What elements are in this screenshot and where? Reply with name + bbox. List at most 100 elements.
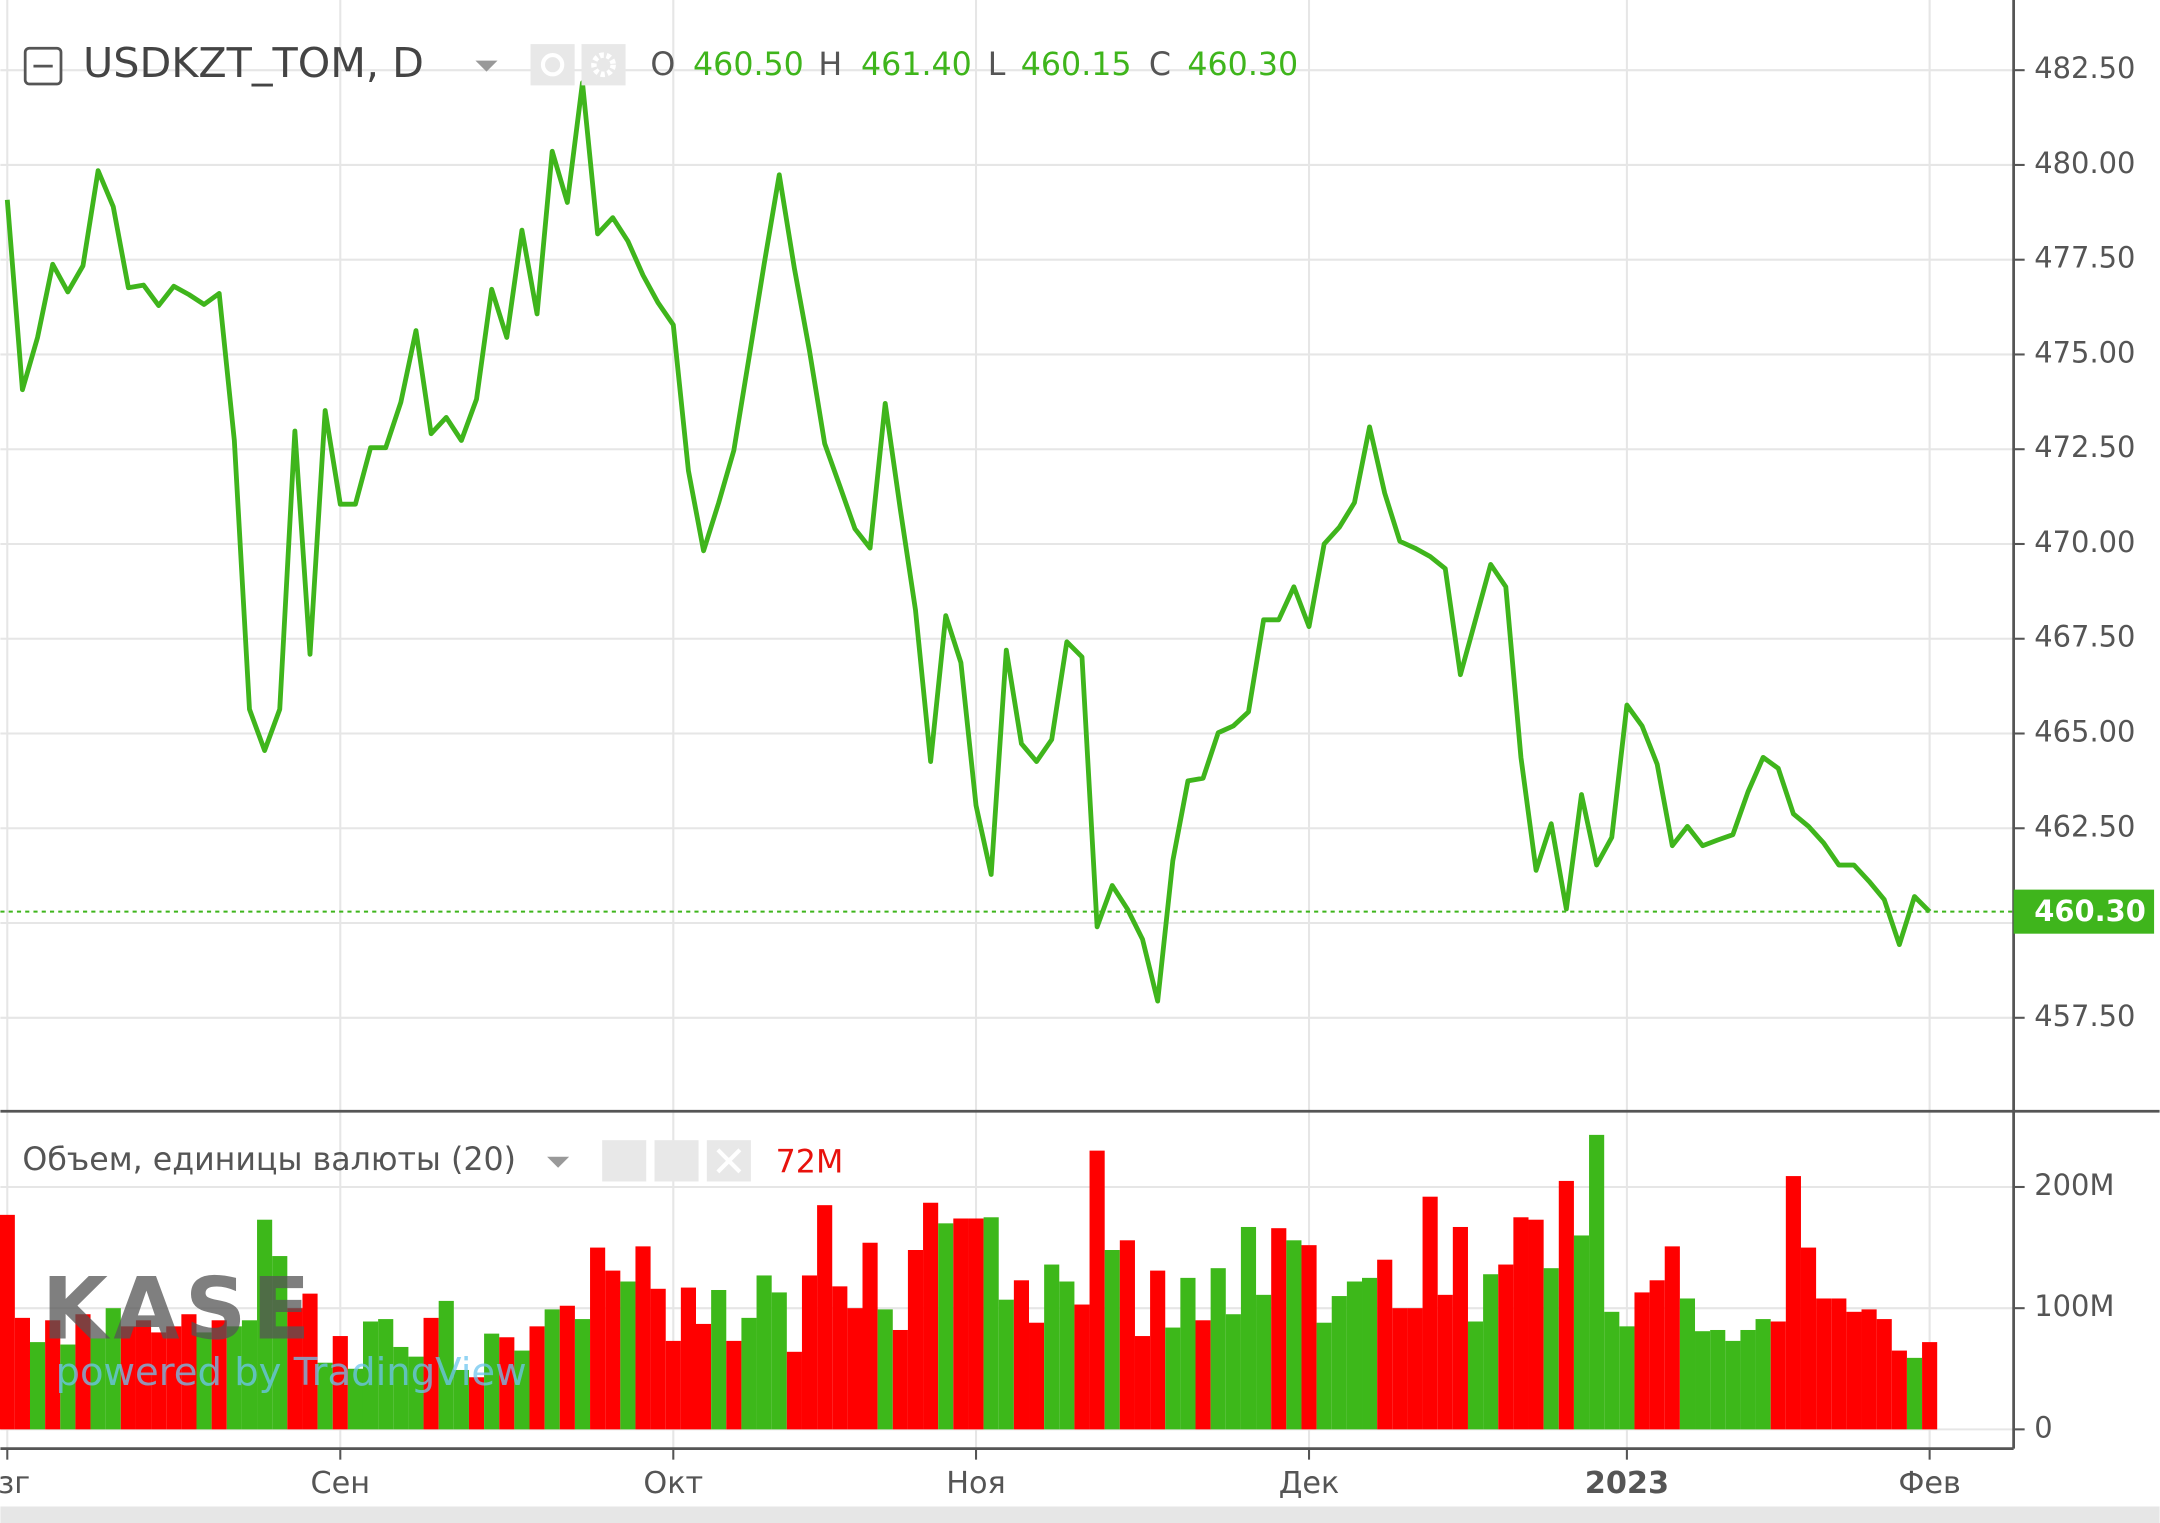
ohlc: O 460.50 H 461.40 L 460.15 C 460.30: [650, 47, 1298, 83]
volume-bar: [1301, 1245, 1317, 1430]
volume-bar: [620, 1281, 636, 1430]
volume-bar: [196, 1332, 212, 1430]
last-price-tag: [2013, 889, 2155, 934]
volume-bar: [257, 1219, 273, 1430]
eye-icon[interactable]: [602, 1140, 647, 1182]
volume-bar: [862, 1242, 878, 1430]
volume-bar: [332, 1336, 348, 1430]
volume-bar: [362, 1321, 379, 1430]
volume-bar: [817, 1205, 833, 1430]
volume-bar: [1286, 1240, 1302, 1430]
y-tick-label: 475.00: [2034, 335, 2135, 369]
volume-bar: [574, 1319, 591, 1430]
volume-bar: [1498, 1264, 1514, 1430]
volume-bar: [514, 1350, 530, 1430]
volume-bar: [756, 1275, 772, 1430]
y-tick-label: 472.50: [2034, 430, 2135, 464]
volume-bar: [1225, 1314, 1241, 1430]
volume-bar: [1029, 1322, 1045, 1430]
volume-bar: [438, 1300, 454, 1430]
close-icon-glyph: [716, 1148, 742, 1174]
ohlc-value: 461.40: [861, 47, 972, 83]
volume-bar: [1195, 1320, 1211, 1430]
watermark-logo: KASE: [42, 1260, 316, 1359]
price-line: [4, 80, 1932, 1004]
volume-bar: [1755, 1319, 1771, 1430]
x-tick-label: Дек: [1279, 1466, 1340, 1501]
y-tick-label: 470.00: [2034, 525, 2135, 559]
gear-icon[interactable]: [581, 44, 626, 86]
eye-icon-glyph: [540, 53, 565, 77]
ohlc-key: O: [650, 47, 675, 83]
y-tick-label: 200M: [2034, 1168, 2114, 1202]
volume-bar: [1089, 1150, 1105, 1430]
gear-icon[interactable]: [654, 1140, 699, 1182]
volume-bar: [45, 1320, 61, 1430]
volume-bar: [953, 1218, 969, 1430]
watermark: KASE powered by TradingView: [42, 1260, 527, 1394]
volume-bar: [1134, 1336, 1151, 1430]
volume-bar: [499, 1337, 515, 1430]
volume-bar: [847, 1308, 863, 1430]
y-tick-label: 462.50: [2034, 809, 2135, 843]
volume-bar: [1013, 1280, 1030, 1430]
volume-bar: [1377, 1259, 1393, 1430]
volume-bar: [1846, 1311, 1862, 1430]
volume-bar: [90, 1338, 106, 1430]
ohlc-key: L: [988, 47, 1006, 83]
volume-bar: [1059, 1281, 1075, 1430]
dropdown-icon[interactable]: [547, 1156, 570, 1168]
volume-bar: [468, 1377, 485, 1430]
volume-bar: [680, 1287, 697, 1430]
eye-icon[interactable]: [530, 44, 575, 86]
grid: [0, 0, 2014, 1449]
volume-bar: [1604, 1311, 1620, 1430]
volume-bar: [983, 1217, 999, 1430]
volume-bar: [1271, 1228, 1287, 1430]
volume-bar: [923, 1202, 939, 1430]
volume-bar: [559, 1305, 575, 1430]
volume-bar: [1816, 1298, 1832, 1430]
ohlc-value: 460.15: [1021, 47, 1132, 83]
volume-bar: [1150, 1270, 1166, 1430]
y-tick-label: 467.50: [2034, 620, 2135, 654]
volume-bar: [1740, 1329, 1756, 1430]
y-tick-label: 482.50: [2034, 51, 2135, 85]
y-tick-label: 0: [2034, 1410, 2052, 1444]
volume-bar: [1573, 1235, 1590, 1430]
volume-bar: [1679, 1298, 1696, 1430]
symbol-title: USDKZT_TOM, D: [83, 39, 424, 87]
volume-bar: [544, 1309, 560, 1430]
volume-bar: [181, 1314, 197, 1430]
volume-bar: [1437, 1294, 1453, 1430]
volume-bar: [135, 1320, 152, 1430]
volume-bar: [1240, 1226, 1257, 1430]
volume-bar: [1119, 1240, 1135, 1430]
bottom-bar: [0, 1506, 2160, 1523]
volume-bar: [650, 1288, 666, 1430]
volume-bar: [771, 1292, 787, 1430]
dropdown-icon[interactable]: [475, 60, 498, 72]
volume-bar: [907, 1250, 924, 1430]
volume-bar: [605, 1270, 621, 1430]
ohlc-value: 460.50: [693, 47, 804, 83]
volume-last-value: 72M: [776, 1145, 844, 1181]
volume-bar: [1619, 1326, 1635, 1430]
volume-bar: [151, 1332, 167, 1430]
y-tick-label: 480.00: [2034, 146, 2135, 180]
volume-bar: [408, 1356, 424, 1430]
volume-bar: [347, 1368, 363, 1430]
ohlc-key: C: [1149, 47, 1171, 83]
volume-bar: [484, 1333, 500, 1430]
volume-bar: [1513, 1217, 1529, 1430]
volume-bar: [1407, 1308, 1423, 1430]
volume-bar: [968, 1218, 984, 1430]
ohlc-value: 460.30: [1187, 47, 1298, 83]
volume-bar: [1392, 1308, 1408, 1430]
volume-bar: [711, 1289, 727, 1430]
volume-bar: [1256, 1294, 1272, 1430]
volume-bar: [1467, 1321, 1484, 1430]
